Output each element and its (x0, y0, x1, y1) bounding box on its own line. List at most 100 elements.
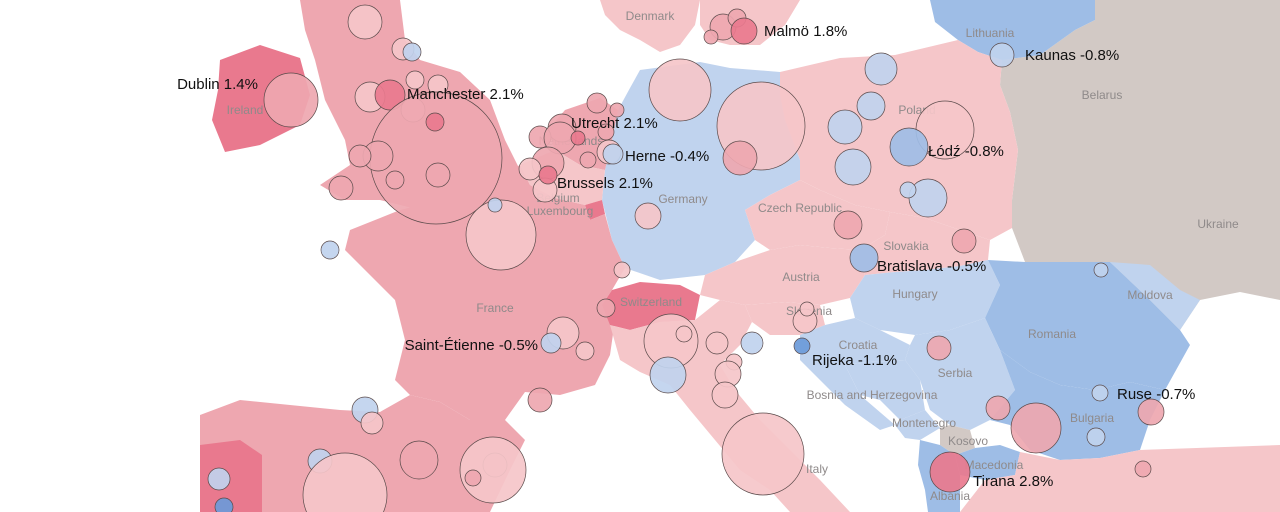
city-bubble (586, 92, 608, 114)
city-change-value: -0.7% (1156, 386, 1195, 403)
city-bubble (538, 165, 558, 185)
city-name: Bratislava (877, 258, 944, 275)
city-change-value: -0.8% (965, 143, 1004, 160)
city-change-value: 2.1% (490, 86, 524, 103)
city-name: Kaunas (1025, 47, 1076, 64)
country-label-croatia: Croatia (839, 338, 878, 352)
region-kosovo (940, 425, 975, 455)
city-change-value: 2.8% (1019, 473, 1053, 490)
country-label-kosovo: Kosovo (948, 434, 988, 448)
city-bubble (711, 381, 739, 409)
city-bubble (570, 130, 586, 146)
city-name: Malmö (764, 23, 809, 40)
city-bubble (464, 469, 482, 487)
city-bubble (908, 178, 948, 218)
city-label-herne: Herne -0.4% (625, 148, 709, 165)
country-label-slovakia: Slovakia (883, 239, 929, 253)
city-bubble (985, 395, 1011, 421)
city-bubble (634, 202, 662, 230)
city-bubble (263, 72, 319, 128)
city-label-bratislava: Bratislava -0.5% (877, 258, 986, 275)
city-bubble (360, 411, 384, 435)
city-bubble (1010, 402, 1062, 454)
region-montenegro (895, 410, 940, 440)
city-bubble (527, 387, 553, 413)
city-bubble (579, 151, 597, 169)
country-label-albania: Albania (930, 489, 970, 503)
city-bubble (602, 143, 624, 165)
region-bosnia (845, 360, 925, 420)
city-label-malm-: Malmö 1.8% (764, 23, 847, 40)
city-name: Utrecht (571, 115, 620, 132)
city-label-tirana: Tirana 2.8% (973, 473, 1053, 490)
city-bubble (425, 162, 451, 188)
city-bubble (951, 228, 977, 254)
city-change-value: -0.5% (499, 337, 538, 354)
city-bubble (730, 17, 758, 45)
city-bubble (459, 436, 527, 504)
region-croatia (800, 318, 910, 430)
city-bubble (703, 29, 719, 45)
city-bubble (864, 52, 898, 86)
region-slovakia (860, 212, 990, 275)
country-label-macedonia: Macedonia (965, 458, 1024, 472)
city-label--d-: Łódź -0.8% (928, 143, 1004, 160)
city-bubble (1134, 460, 1152, 478)
city-bubble (648, 58, 712, 122)
city-bubble (374, 79, 406, 111)
country-label-bulgaria: Bulgaria (1070, 411, 1114, 425)
city-bubble (721, 412, 805, 496)
country-label-moldova: Moldova (1127, 288, 1173, 302)
city-bubble (926, 335, 952, 361)
region-macedonia (955, 445, 1020, 480)
city-bubble (207, 467, 231, 491)
city-change-value: -1.1% (858, 352, 897, 369)
city-bubble (385, 170, 405, 190)
city-name: Manchester (407, 86, 485, 103)
city-bubble (989, 42, 1015, 68)
city-bubble (722, 140, 758, 176)
city-change-value: 2.1% (619, 175, 653, 192)
city-bubbles (207, 4, 1165, 512)
region-france (345, 165, 625, 420)
city-name: Dublin (177, 76, 220, 93)
city-bubble (347, 4, 383, 40)
city-bubble (405, 70, 425, 90)
city-bubble (613, 261, 631, 279)
country-label-ireland: Ireland (227, 103, 264, 117)
city-bubble (1137, 398, 1165, 426)
country-label-serbia: Serbia (938, 366, 973, 380)
city-name: Herne (625, 148, 666, 165)
city-bubble (856, 91, 886, 121)
city-change-value: 2.1% (624, 115, 658, 132)
city-bubble (465, 199, 537, 271)
city-bubble (889, 127, 929, 167)
city-bubble (348, 144, 372, 168)
city-bubble (705, 331, 729, 355)
city-label-utrecht: Utrecht 2.1% (571, 115, 658, 132)
country-label-romania: Romania (1028, 327, 1076, 341)
country-label-germany: Germany (658, 192, 707, 206)
city-change-value: -0.5% (947, 258, 986, 275)
city-bubble (899, 181, 917, 199)
region-romania (985, 260, 1190, 390)
country-label-switzerland: Switzerland (620, 295, 682, 309)
region-denmark (600, 0, 700, 52)
city-label-rijeka: Rijeka -1.1% (812, 352, 897, 369)
city-bubble (675, 325, 693, 343)
city-bubble (609, 102, 625, 118)
city-bubble (793, 337, 811, 355)
city-name: Łódź (928, 143, 961, 160)
city-bubble (597, 123, 615, 141)
city-bubble (425, 112, 445, 132)
city-bubble (1086, 427, 1106, 447)
city-bubble (302, 452, 388, 512)
city-label-ruse: Ruse -0.7% (1117, 386, 1195, 403)
region-lithuania (930, 0, 1095, 60)
city-bubble (487, 197, 503, 213)
city-bubble (320, 240, 340, 260)
city-bubble (402, 42, 422, 62)
region-east-non-eu (1000, 0, 1280, 330)
region-hungary (850, 260, 1000, 335)
